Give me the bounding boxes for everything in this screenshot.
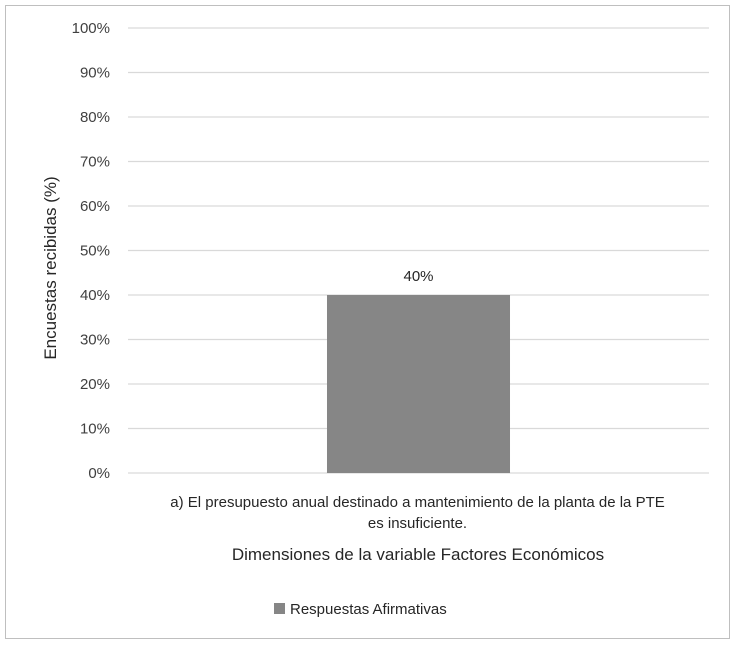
legend: Respuestas Afirmativas: [274, 601, 447, 618]
data-labels: 40%: [403, 268, 433, 285]
legend-swatch: [274, 603, 285, 614]
y-tick-label: 40%: [80, 287, 110, 304]
y-tick-label: 0%: [88, 465, 110, 482]
data-label: 40%: [403, 268, 433, 285]
y-tick-label: 10%: [80, 421, 110, 438]
y-tick-label: 30%: [80, 332, 110, 349]
y-tick-label: 100%: [72, 20, 110, 37]
bar: [326, 295, 511, 473]
y-tick-label: 20%: [80, 376, 110, 393]
y-tick-label: 80%: [80, 109, 110, 126]
x-axis-title: Dimensiones de la variable Factores Econ…: [232, 545, 604, 564]
y-tick-labels: 0% 10% 20% 30% 40% 50% 60% 70% 80% 90% 100%: [72, 20, 110, 482]
y-tick-label: 90%: [80, 65, 110, 82]
bars: [326, 295, 511, 473]
legend-label: Respuestas Afirmativas: [290, 601, 447, 618]
category-label: a) El presupuesto anual destinado a mant…: [170, 494, 665, 511]
category-labels: a) El presupuesto anual destinado a mant…: [170, 494, 665, 532]
category-label: es insuficiente.: [368, 515, 467, 532]
y-axis-title: Encuestas recibidas (%): [41, 176, 60, 359]
y-tick-label: 50%: [80, 243, 110, 260]
y-tick-label: 70%: [80, 154, 110, 171]
gridlines: [128, 27, 709, 474]
y-tick-label: 60%: [80, 198, 110, 215]
